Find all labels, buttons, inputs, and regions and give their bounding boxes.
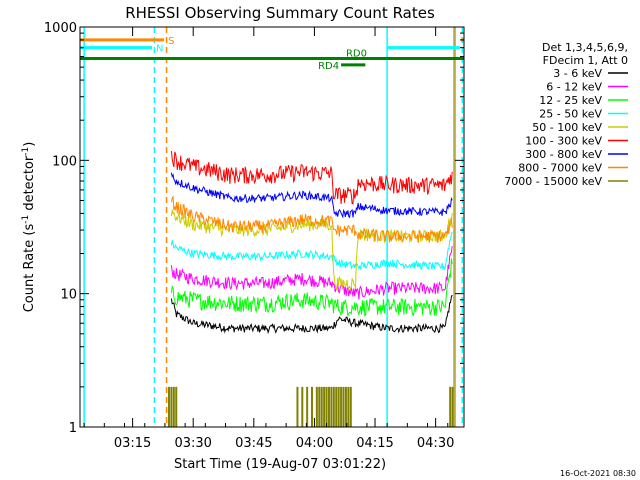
y-tick-label: 1: [69, 421, 77, 436]
flag-label-rd0: RD0: [346, 49, 367, 60]
x-tick-label: 03:15: [114, 436, 151, 451]
flag-label-s: S: [168, 36, 174, 47]
y-axis: 1 10 100 1000: [44, 21, 464, 436]
series-layer: [167, 150, 454, 427]
series-100-300-kev: [170, 150, 453, 205]
legend-header-line: Det 1,3,4,5,6,9,: [542, 41, 628, 54]
y-tick-label: 1000: [44, 21, 77, 36]
legend-label: 3 - 6 keV: [553, 67, 602, 80]
y-axis-label: Count Rate (s-1 detector-1): [21, 142, 37, 313]
flag-label-n: N: [156, 44, 163, 55]
series-12-25-kev: [170, 258, 453, 318]
x-tick-label: 04:00: [296, 436, 333, 451]
legend-header-line: FDecim 1, Att 0: [543, 54, 628, 67]
series-7000-15000-kev: [167, 386, 454, 427]
series-25-50-kev: [170, 231, 453, 271]
series-300-800-kev: [170, 172, 453, 219]
chart-title: RHESSI Observing Summary Count Rates: [125, 4, 435, 22]
legend-label: 7000 - 15000 keV: [504, 175, 602, 188]
x-tick-label: 03:45: [235, 436, 272, 451]
series-800-7000-kev: [170, 195, 453, 243]
series-6-12-kev: [170, 246, 453, 300]
legend-label: 6 - 12 keV: [546, 81, 602, 94]
plot-frame: [79, 26, 465, 428]
footer-date: 16-Oct-2021 08:30: [560, 469, 636, 478]
flag-label-rd4: RD4: [318, 61, 339, 72]
y-tick-label: 100: [52, 154, 77, 169]
legend-label: 12 - 25 keV: [539, 94, 602, 107]
series-3-6-kev: [170, 294, 453, 335]
legend-label: 800 - 7000 keV: [518, 162, 602, 175]
x-tick-label: 04:30: [417, 436, 454, 451]
x-axis: 03:15 03:30 03:45 04:00 04:15 04:30: [83, 27, 454, 451]
x-axis-label: Start Time (19-Aug-07 03:01:22): [174, 457, 386, 472]
legend-label: 100 - 300 keV: [525, 135, 602, 148]
x-tick-label: 04:15: [356, 436, 393, 451]
x-tick-label: 03:30: [174, 436, 211, 451]
y-tick-label: 10: [60, 288, 77, 303]
flag-bars: SN RD0 RD4: [80, 36, 464, 72]
vertical-markers: [83, 27, 464, 427]
legend-label: 50 - 100 keV: [532, 121, 602, 134]
legend-label: 300 - 800 keV: [525, 148, 602, 161]
legend-label: 25 - 50 keV: [539, 108, 602, 121]
legend: Det 1,3,4,5,6,9,FDecim 1, Att 03 - 6 keV…: [504, 41, 628, 188]
